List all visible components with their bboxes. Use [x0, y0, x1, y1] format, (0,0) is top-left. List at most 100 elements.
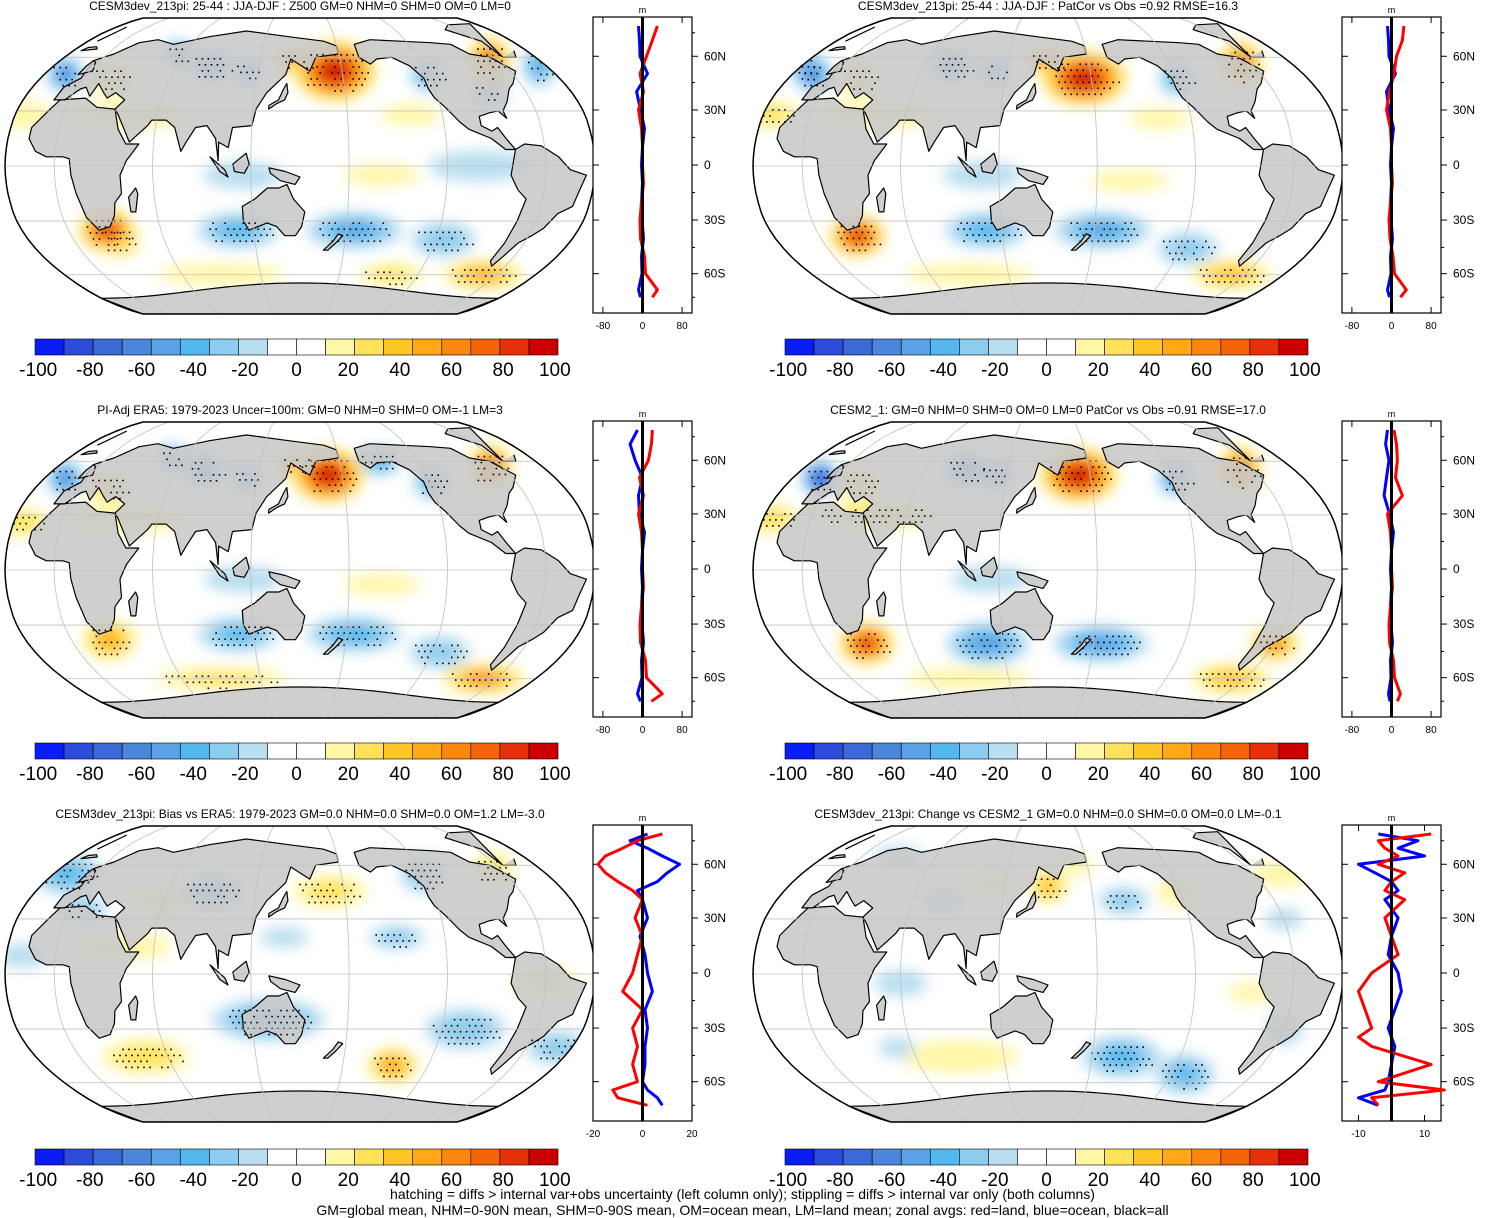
land-madagascar: [128, 187, 139, 213]
colorbar-tick-label: -20: [231, 1170, 258, 1191]
land-africa: [28, 905, 140, 1039]
land-new-guinea: [1016, 167, 1049, 185]
meridian: [1073, 18, 1098, 314]
zonal-x-label: 0: [640, 1129, 646, 1140]
zonal-unit-label: m: [1388, 409, 1396, 419]
land-japan: [268, 486, 289, 514]
anomaly-contour: [537, 1037, 576, 1058]
stippling: [5, 452, 511, 690]
meridian: [801, 18, 918, 314]
graticule: [753, 826, 1343, 1122]
colorbar-tick-label: 0: [291, 764, 302, 785]
colorbar-tick-label: -60: [128, 360, 155, 381]
zonal-lat-label: 60N: [704, 49, 726, 63]
anomaly-contour: [809, 70, 818, 79]
stippling: [53, 48, 554, 286]
colorbar-swatch: [1191, 742, 1222, 760]
zonal-lat-label: 0: [1453, 158, 1460, 172]
colorbar-swatch: [813, 742, 844, 760]
zonal-lat-label: 60S: [704, 1075, 725, 1089]
anomaly-contour: [971, 635, 1005, 652]
anomaly-contour: [382, 1058, 403, 1073]
meridian: [1073, 422, 1098, 718]
colorbar-tick-label: -20: [231, 360, 258, 381]
colorbar-swatch: [988, 742, 1018, 760]
colorbar-swatch: [959, 742, 989, 760]
colorbar-swatch: [1133, 742, 1164, 760]
land-iceland: [80, 450, 98, 456]
zonal-lat-label: 60N: [704, 453, 726, 467]
colorbar-swatch: [209, 1148, 239, 1166]
colorbar-swatch: [499, 1148, 530, 1166]
anomaly-contour: [878, 1036, 916, 1058]
colorbar-swatch: [63, 1148, 94, 1166]
zonal-panel: m 60N 30N 0 30S 60S -10 10: [1341, 813, 1475, 1140]
zonal-x-label: -80: [596, 725, 611, 736]
zonal-lat-label: 30S: [1453, 617, 1474, 631]
anomaly-contour: [1101, 1046, 1141, 1067]
zonal-lat-label: 30S: [704, 213, 725, 227]
colorbar-tick-label: 80: [1243, 764, 1264, 785]
colorbar-tick-label: -100: [19, 360, 57, 381]
meridian: [998, 826, 1023, 1122]
colorbar-tick-label: -60: [878, 360, 905, 381]
colorbar-tick-label: 0: [1041, 1170, 1052, 1191]
colorbar-tick-label: -20: [231, 764, 258, 785]
colorbar-swatch: [150, 338, 181, 356]
anomaly-contour: [1038, 877, 1058, 895]
land-layer: [776, 427, 1335, 718]
anomaly-contour: [343, 164, 421, 186]
land-layer: [28, 831, 587, 1122]
colorbar-tick-label: -100: [19, 1170, 57, 1191]
map-area: [753, 826, 1343, 1122]
colorbar-swatch: [1017, 1148, 1047, 1166]
colorbar-swatch: [179, 742, 210, 760]
zonal-lat-label: 30S: [1453, 213, 1474, 227]
colorbar-swatch: [900, 742, 931, 760]
colorbar-swatch: [383, 742, 414, 760]
anomaly-contour: [753, 509, 792, 528]
land-antarctica: [848, 1090, 1248, 1122]
colorbar-tick-label: -60: [128, 1170, 155, 1191]
colorbar-swatch: [92, 742, 123, 760]
zonal-x-label: -80: [1345, 321, 1360, 332]
colorbar: -100 -80 -60 -40 -20 0 20 40 60 80 100: [769, 1148, 1321, 1191]
land-britain: [825, 464, 845, 480]
colorbar-tick-label: 80: [493, 1170, 514, 1191]
land-australia: [989, 183, 1054, 237]
colorbar-swatch: [929, 742, 960, 760]
colorbar-swatch: [63, 338, 94, 356]
land-borneo: [232, 152, 250, 174]
colorbar-swatch: [959, 338, 989, 356]
meridian: [250, 18, 275, 314]
land-africa: [28, 97, 140, 231]
land-japan: [268, 82, 289, 110]
colorbar-tick-label: 100: [1289, 1170, 1321, 1191]
colorbar-swatch: [441, 1148, 472, 1166]
colorbar-swatch: [412, 1148, 443, 1166]
colorbar-swatch: [34, 338, 65, 356]
colorbar-swatch: [1104, 338, 1134, 356]
colorbar-tick-label: 60: [441, 360, 462, 381]
panel-p4: CESM2_1: GM=0 NHM=0 SHM=0 OM=0 LM=0 PatC…: [752, 403, 1475, 785]
colorbar-tick-label: -100: [19, 764, 57, 785]
colorbar-tick-label: -100: [769, 360, 807, 381]
colorbar-tick-label: -100: [769, 1170, 807, 1191]
colorbar-tick-label: -40: [929, 764, 956, 785]
land-layer: [776, 831, 1335, 1122]
land-eurasia: [801, 434, 1088, 566]
colorbar: -100 -80 -60 -40 -20 0 20 40 60 80 100: [19, 1148, 571, 1191]
map-outline: [4, 17, 596, 315]
land-japan: [1016, 82, 1037, 110]
colorbar-swatch: [1104, 1148, 1134, 1166]
colorbar-swatch: [1162, 338, 1193, 356]
meridian: [1126, 18, 1196, 314]
panel-p2: CESM3dev_213pi: 25-44 : JJA-DJF : PatCor…: [752, 0, 1475, 381]
colorbar-swatch: [900, 338, 931, 356]
colorbar-swatch: [470, 338, 501, 356]
meridian: [378, 422, 448, 718]
colorbar-swatch: [929, 338, 960, 356]
meridian: [1178, 422, 1295, 718]
anomaly-contour: [116, 1045, 176, 1068]
zonal-unit-label: m: [639, 813, 647, 823]
